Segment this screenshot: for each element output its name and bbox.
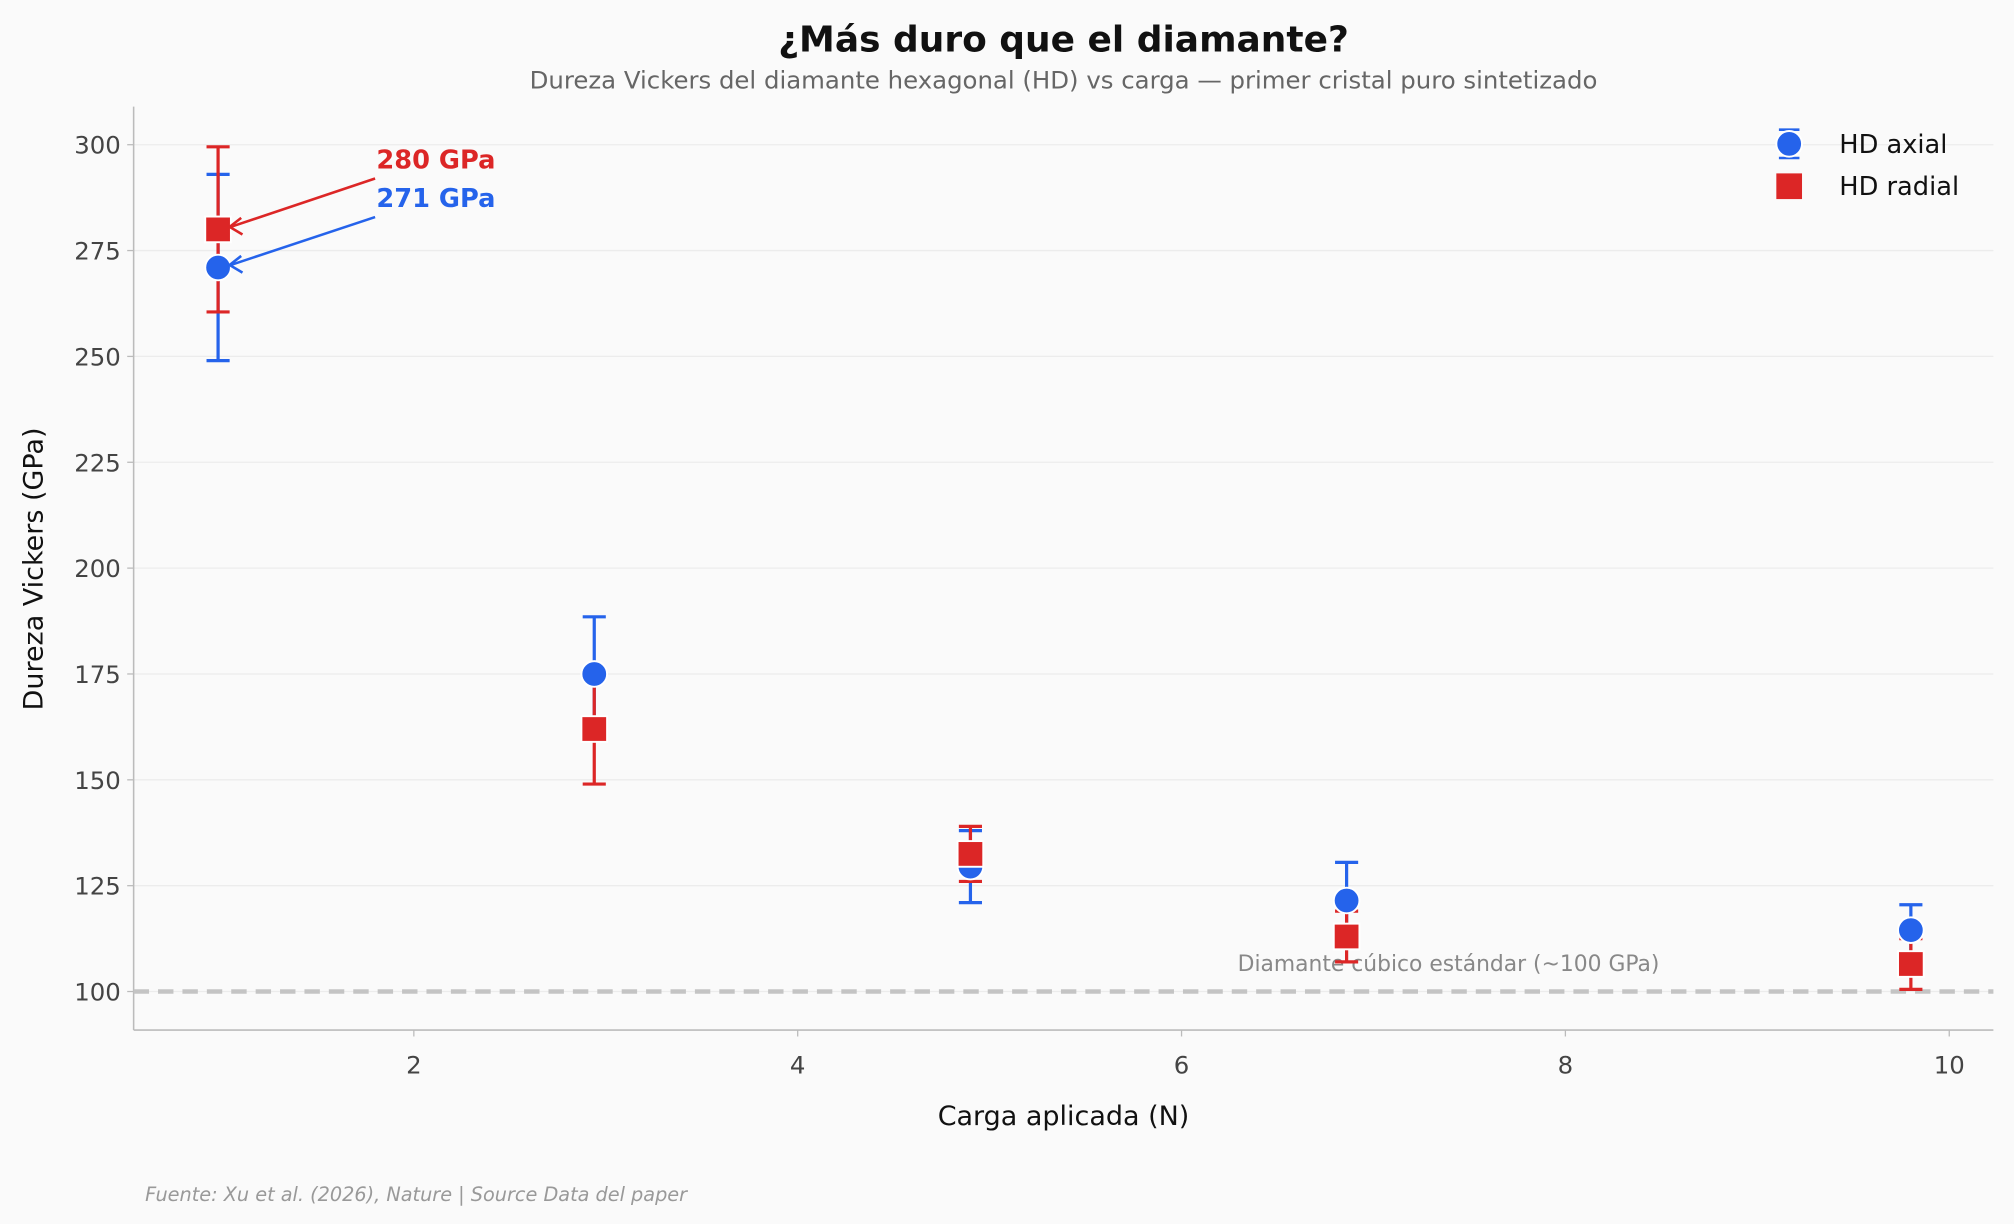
chart-title: ¿Más duro que el diamante? xyxy=(778,19,1349,60)
annotation-arrow xyxy=(230,177,376,229)
data-point-hd-radial xyxy=(1897,950,1925,978)
y-tick-label: 100 xyxy=(74,978,121,1007)
y-tick-label: 225 xyxy=(74,448,121,477)
y-tick-label: 125 xyxy=(74,872,121,901)
annotations: 280 GPa 271 GPa xyxy=(227,145,495,274)
data-point-hd-radial xyxy=(956,840,985,868)
y-tick-label: 250 xyxy=(74,342,121,371)
data-point-hd-axial xyxy=(1897,916,1925,944)
annotation-label: 271 GPa xyxy=(376,184,495,214)
x-tick-label: 10 xyxy=(1934,1051,1965,1080)
data-point-hd-axial xyxy=(1332,886,1361,915)
x-tick-label: 8 xyxy=(1558,1051,1574,1080)
y-axis-label: Dureza Vickers (GPa) xyxy=(18,428,49,711)
data-point-hd-radial xyxy=(204,215,232,244)
legend-marker-circle xyxy=(1775,130,1803,158)
data-point-hd-axial xyxy=(580,660,609,688)
data-marks xyxy=(204,145,1925,992)
x-tick-label: 2 xyxy=(406,1051,422,1080)
annotation-label: 280 GPa xyxy=(376,145,495,175)
legend-label: HD radial xyxy=(1839,172,1959,202)
y-tick-label: 275 xyxy=(74,237,121,266)
chart-subtitle: Dureza Vickers del diamante hexagonal (H… xyxy=(530,66,1598,95)
ticks: 100 125 150 175 200 225 250 275 300 2 4 6 8 10 xyxy=(74,131,1965,1080)
arrowhead-icon xyxy=(227,254,244,274)
y-tick-label: 200 xyxy=(74,554,121,583)
data-point-hd-axial xyxy=(204,253,232,282)
x-tick-label: 6 xyxy=(1174,1051,1190,1080)
x-tick-label: 4 xyxy=(790,1051,806,1080)
data-point-hd-radial xyxy=(1332,922,1361,951)
grid xyxy=(133,144,1994,993)
y-tick-label: 300 xyxy=(74,131,121,160)
legend: HD axial HD radial xyxy=(1775,128,1959,202)
legend-label: HD axial xyxy=(1839,130,1947,160)
annotation-arrow xyxy=(230,215,376,267)
x-axis-label: Carga aplicada (N) xyxy=(938,1101,1190,1132)
source-note: Fuente: Xu et al. (2026), Nature | Sourc… xyxy=(145,1183,688,1206)
data-point-hd-radial xyxy=(580,715,609,743)
reference-line-label: Diamante cúbico estándar (~100 GPa) xyxy=(1238,952,1660,977)
y-tick-label: 150 xyxy=(74,766,121,795)
arrowhead-icon xyxy=(227,216,244,236)
y-tick-label: 175 xyxy=(74,660,121,689)
legend-marker-square xyxy=(1776,173,1803,200)
